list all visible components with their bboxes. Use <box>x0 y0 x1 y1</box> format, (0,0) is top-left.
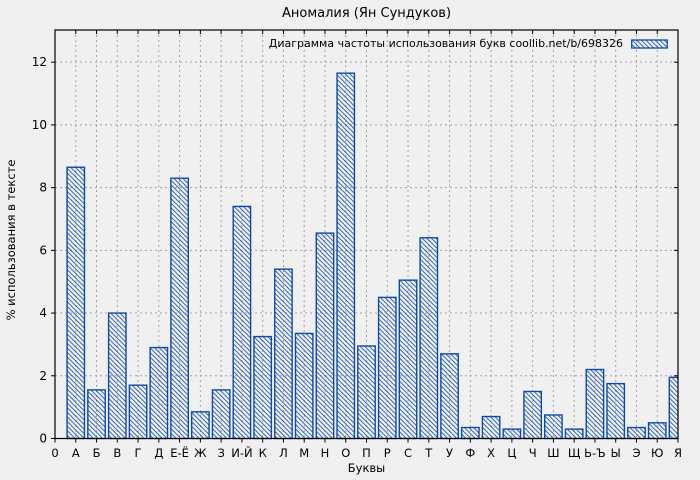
bar-В <box>107 312 127 440</box>
bar-Ь-Ъ <box>585 368 605 440</box>
y-tick-label: 0 <box>39 432 47 446</box>
legend-label: Диаграмма частоты использования букв coo… <box>268 37 623 50</box>
x-tick-label: Ф <box>465 446 475 460</box>
x-tick-label: Г <box>135 446 142 460</box>
bar-Х <box>481 415 501 440</box>
y-tick-label: 6 <box>39 243 47 257</box>
x-tick-label: А <box>72 446 80 460</box>
bar-И-Й <box>232 205 252 440</box>
bar-Щ <box>564 428 584 440</box>
x-tick-label: З <box>217 446 224 460</box>
x-tick-label: Л <box>279 446 288 460</box>
bar-Т <box>419 237 439 440</box>
y-tick-label: 10 <box>32 118 47 132</box>
bar-Л <box>274 268 293 440</box>
legend: Диаграмма частоты использования букв coo… <box>269 37 668 50</box>
y-tick-label: 12 <box>32 55 47 69</box>
bar-Ж <box>190 411 210 440</box>
bar-А <box>66 166 86 440</box>
x-tick-label: М <box>299 446 309 460</box>
y-tick-label: 8 <box>39 181 47 195</box>
bar-Э <box>627 426 646 440</box>
bar-С <box>398 279 418 440</box>
x-tick-label: О <box>341 446 350 460</box>
x-tick-label: Ц <box>507 446 516 460</box>
x-tick-label: Щ <box>568 446 581 460</box>
bar-З <box>211 389 231 440</box>
y-tick-labels: 0 2 4 6 8 10 12 <box>32 55 47 445</box>
bar-Ю <box>647 422 667 440</box>
y-tick-label: 2 <box>39 369 47 383</box>
x-tick-label: Ю <box>651 446 663 460</box>
x-tick-label: К <box>259 446 267 460</box>
x-tick-label: У <box>446 446 453 460</box>
legend-swatch-rect <box>631 38 668 49</box>
x-tick-label: Н <box>321 446 330 460</box>
x-tick-label: Т <box>424 446 433 460</box>
x-tick-label: Ь-Ъ <box>584 446 606 460</box>
bar-Ш <box>544 414 563 440</box>
x-tick-label: Э <box>632 446 640 460</box>
bar-П <box>357 345 376 440</box>
x-tick-label: Е-Ё <box>170 445 189 460</box>
bar-О <box>336 72 356 440</box>
legend-swatch <box>631 38 668 49</box>
x-axis-label: Буквы <box>347 461 386 475</box>
tick-marks <box>51 30 679 443</box>
bar-Б <box>87 389 106 440</box>
x-tick-label: В <box>113 446 121 460</box>
x-tick-label: Ы <box>611 446 621 460</box>
x-tick-label: Ж <box>194 446 207 460</box>
bar-Ы <box>606 382 626 440</box>
x-tick-label: Д <box>154 446 163 460</box>
bar-М <box>294 332 314 440</box>
y-tick-label: 4 <box>39 306 47 320</box>
bar-Е-Ё <box>170 177 189 440</box>
bar-Н <box>315 232 335 440</box>
x-tick-label: С <box>404 446 412 460</box>
bar-Ч <box>523 390 543 440</box>
x-tick-label: И-Й <box>231 445 252 460</box>
chart-title: Аномалия (Ян Сундуков) <box>281 6 452 21</box>
bars <box>66 72 678 440</box>
x-tick-label: Ч <box>529 446 537 460</box>
x-tick-label: Х <box>487 446 495 460</box>
x-tick-label: П <box>362 446 371 460</box>
bar-Д <box>149 346 169 440</box>
bar-Ц <box>502 428 522 440</box>
bar-Р <box>377 296 397 440</box>
x-tick-label: Ш <box>547 446 559 460</box>
x-tick-label: Б <box>93 446 101 460</box>
bar-У <box>440 353 459 440</box>
x-tick-label-origin: 0 <box>51 446 58 460</box>
bar-К <box>253 335 273 440</box>
x-tick-labels: 0 А Б В Г Д Е-Ё Ж З И-Й К Л М Н О П Р С Т У Ф Х Ц Ч Ш Щ Ь-Ъ Ы Э Ю Я <box>51 445 682 460</box>
x-tick-label: Р <box>384 446 391 460</box>
x-tick-label: Я <box>674 446 682 460</box>
bar-Ф <box>460 426 480 440</box>
bar-Г <box>128 384 148 440</box>
